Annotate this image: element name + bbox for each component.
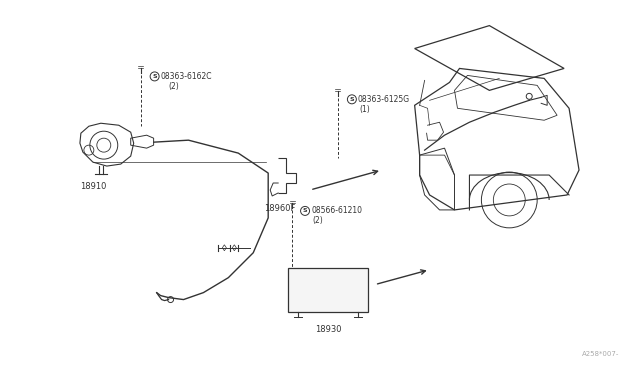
Text: 18910: 18910 xyxy=(79,182,106,191)
Bar xyxy=(288,268,368,311)
Text: 08566-61210: 08566-61210 xyxy=(311,206,362,215)
Text: (2): (2) xyxy=(312,217,323,225)
Text: 08363-6125G: 08363-6125G xyxy=(358,95,410,104)
Text: S: S xyxy=(152,74,157,79)
Text: S: S xyxy=(349,97,354,102)
Text: 18930: 18930 xyxy=(315,326,341,334)
Text: 18960F: 18960F xyxy=(264,204,296,213)
Text: A258*007-: A258*007- xyxy=(582,352,619,357)
Text: S: S xyxy=(303,208,307,214)
Text: (1): (1) xyxy=(360,105,371,114)
Text: 08363-6162C: 08363-6162C xyxy=(161,72,212,81)
Text: (2): (2) xyxy=(168,82,179,91)
